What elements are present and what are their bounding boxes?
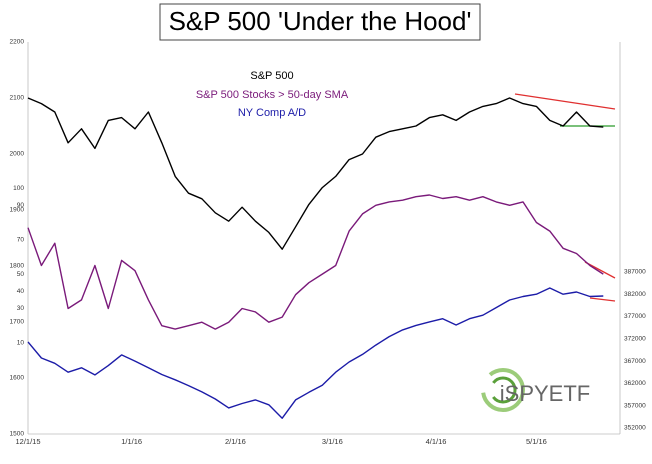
y-tick-label: 1700	[10, 319, 25, 326]
y-tick-label: 377000	[624, 313, 646, 320]
y-tick-label: 10	[17, 340, 25, 347]
y-tick-label: 100	[13, 185, 24, 192]
y-tick-label: 2000	[10, 151, 25, 158]
legend-entry: S&P 500	[250, 70, 293, 82]
x-tick-label: 4/1/16	[426, 437, 447, 446]
y-tick-label: 367000	[624, 358, 646, 365]
chart-title: S&P 500 'Under the Hood'	[169, 6, 472, 36]
y-tick-label: 352000	[624, 425, 646, 432]
x-tick-label: 12/1/15	[15, 437, 40, 446]
y-tick-label: 1600	[10, 375, 25, 382]
trend-line	[589, 297, 616, 302]
series-line	[27, 194, 604, 330]
series-line	[27, 97, 604, 250]
y-tick-label: 50	[17, 271, 25, 278]
title-box	[159, 3, 481, 41]
trend-line	[514, 93, 616, 110]
y-tick-label: 40	[17, 288, 25, 295]
y-tick-label: 357000	[624, 402, 646, 409]
x-tick-label: 1/1/16	[121, 437, 142, 446]
series-line	[27, 287, 604, 419]
y-tick-label: 1800	[10, 263, 25, 270]
y-tick-label: 382000	[624, 291, 646, 298]
y-tick-label: 90	[17, 202, 25, 209]
y-tick-label: 372000	[624, 336, 646, 343]
x-tick-label: 5/1/16	[526, 437, 547, 446]
logo-swirl	[481, 368, 525, 412]
logo: iSPYETF	[481, 368, 590, 412]
x-tick-label: 3/1/16	[322, 437, 343, 446]
y-tick-label: 70	[17, 236, 25, 243]
logo-swirl	[489, 376, 517, 404]
x-tick-label: 2/1/16	[225, 437, 246, 446]
y-tick-label: 2200	[10, 39, 25, 46]
legend-entry: NY Comp A/D	[238, 107, 306, 119]
y-tick-label: 387000	[624, 269, 646, 276]
legend-entry: S&P 500 Stocks > 50-day SMA	[196, 89, 349, 101]
y-tick-label: 2100	[10, 95, 25, 102]
y-tick-label: 30	[17, 305, 25, 312]
y-tick-label: 1500	[10, 431, 25, 438]
logo-text: iSPYETF	[500, 381, 590, 406]
y-tick-label: 1900	[10, 207, 25, 214]
y-tick-label: 362000	[624, 380, 646, 387]
